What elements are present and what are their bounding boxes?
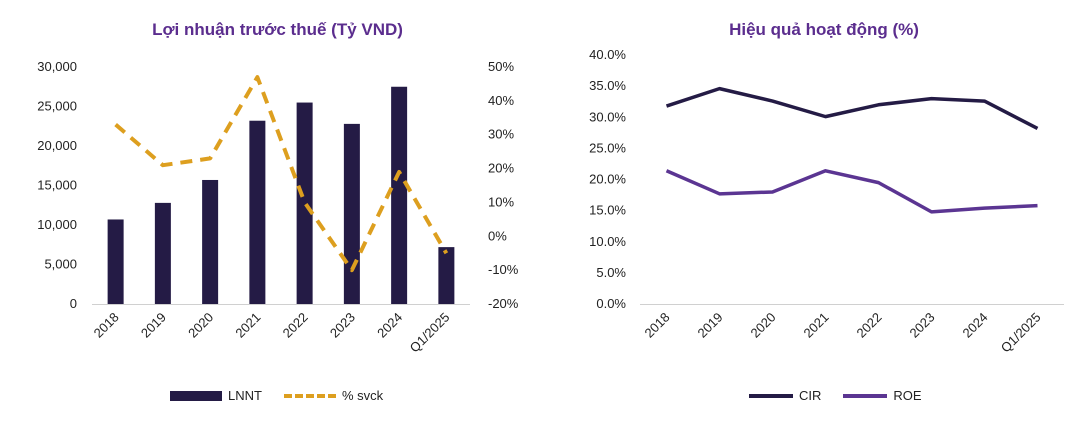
x-tick-label: Q1/2025	[998, 310, 1044, 356]
bar-lnnt	[249, 120, 266, 304]
y-left-tick-label: 15,000	[37, 178, 77, 193]
y-right-tick-label: -10%	[488, 262, 519, 277]
x-tick-label: 2019	[138, 310, 169, 341]
x-tick-label: 2022	[854, 310, 885, 341]
profit-chart-svg: 0 5,000 10,000 15,000 20,000 25,000 30,000 -20%…	[37, 59, 519, 356]
bar-lnnt	[438, 247, 455, 304]
y-right-tick-label: 30%	[488, 127, 514, 142]
line-svck	[114, 75, 449, 273]
y-left-tick-label: 5,000	[44, 257, 77, 272]
x-tick-label: 2021	[801, 310, 832, 341]
y-tick-label: 5.0%	[596, 265, 626, 280]
x-tick-label: Q1/2025	[407, 310, 453, 356]
legend-item-roe: ROE	[843, 388, 922, 403]
bar-lnnt	[202, 179, 219, 304]
profit-chart-panel: Lợi nhuận trước thuế (Tỷ VND) 0 5,000 10,0…	[37, 20, 519, 403]
y-left-tick-label: 25,000	[37, 99, 77, 114]
y-tick-label: 30.0%	[589, 109, 626, 124]
legend-swatch-cir	[749, 393, 793, 398]
y-tick-label: 40.0%	[589, 47, 626, 62]
bar-lnnt	[391, 86, 408, 304]
y-right-tick-label: 40%	[488, 93, 514, 108]
legend-swatch-svck	[283, 393, 336, 398]
legend-swatch-lnnt	[170, 390, 222, 401]
efficiency-chart-svg: 0.0% 5.0% 10.0% 15.0% 20.0% 25.0% 30.0% 35.0% 40…	[589, 47, 1064, 356]
bar-lnnt	[107, 219, 124, 304]
profit-chart-title: Lợi nhuận trước thuế (Tỷ VND)	[152, 20, 403, 39]
y-left-tick-label: 0	[70, 296, 77, 311]
y-tick-label: 20.0%	[589, 172, 626, 187]
legend-label-roe: ROE	[893, 388, 922, 403]
x-tick-label: 2022	[280, 310, 311, 341]
x-tick-label: 2018	[642, 310, 673, 341]
y-tick-label: 35.0%	[589, 78, 626, 93]
legend-label-svck: % svck	[341, 388, 384, 403]
y-tick-label: 10.0%	[589, 234, 626, 249]
y-right-tick-label: -20%	[488, 296, 519, 311]
bar-lnnt	[154, 202, 171, 304]
x-tick-label: 2024	[960, 310, 991, 341]
efficiency-chart-panel: Hiệu quả hoạt động (%) 0.0% 5.0% 10.0% 15.0…	[545, 0, 1083, 428]
y-left-tick-label: 10,000	[37, 217, 77, 232]
x-tick-label: 2023	[327, 310, 358, 341]
bar-lnnt	[343, 123, 360, 304]
x-tick-label: 2020	[185, 310, 216, 341]
y-right-tick-label: 20%	[488, 161, 514, 176]
legend-label-cir: CIR	[799, 388, 822, 403]
x-tick-label: 2018	[91, 310, 122, 341]
legend-label-lnnt: LNNT	[228, 388, 262, 403]
y-left-tick-label: 20,000	[37, 138, 77, 153]
x-tick-label: 2023	[907, 310, 938, 341]
line-cir	[665, 86, 1039, 131]
x-tick-label: 2019	[695, 310, 726, 341]
efficiency-chart-title: Hiệu quả hoạt động (%)	[729, 20, 919, 39]
line-roe	[665, 169, 1038, 214]
x-tick-label: 2021	[232, 310, 263, 341]
y-right-tick-label: 50%	[488, 59, 514, 74]
y-tick-label: 0.0%	[596, 296, 626, 311]
y-left-tick-label: 30,000	[37, 59, 77, 74]
legend-item-svck: % svck	[283, 388, 384, 403]
x-tick-label: 2024	[374, 310, 405, 341]
x-tick-label: 2020	[748, 310, 779, 341]
legend-swatch-roe	[843, 393, 888, 398]
efficiency-chart-legend: CIR ROE	[749, 388, 944, 403]
legend-item-cir: CIR	[749, 388, 821, 403]
profit-chart-legend: LNNT % svck	[170, 388, 405, 403]
bar-lnnt	[296, 102, 313, 304]
y-right-tick-label: 10%	[488, 194, 514, 209]
y-tick-label: 25.0%	[589, 140, 626, 155]
y-tick-label: 15.0%	[589, 203, 626, 218]
legend-item-lnnt: LNNT	[170, 388, 262, 403]
y-right-tick-label: 0%	[488, 228, 507, 243]
